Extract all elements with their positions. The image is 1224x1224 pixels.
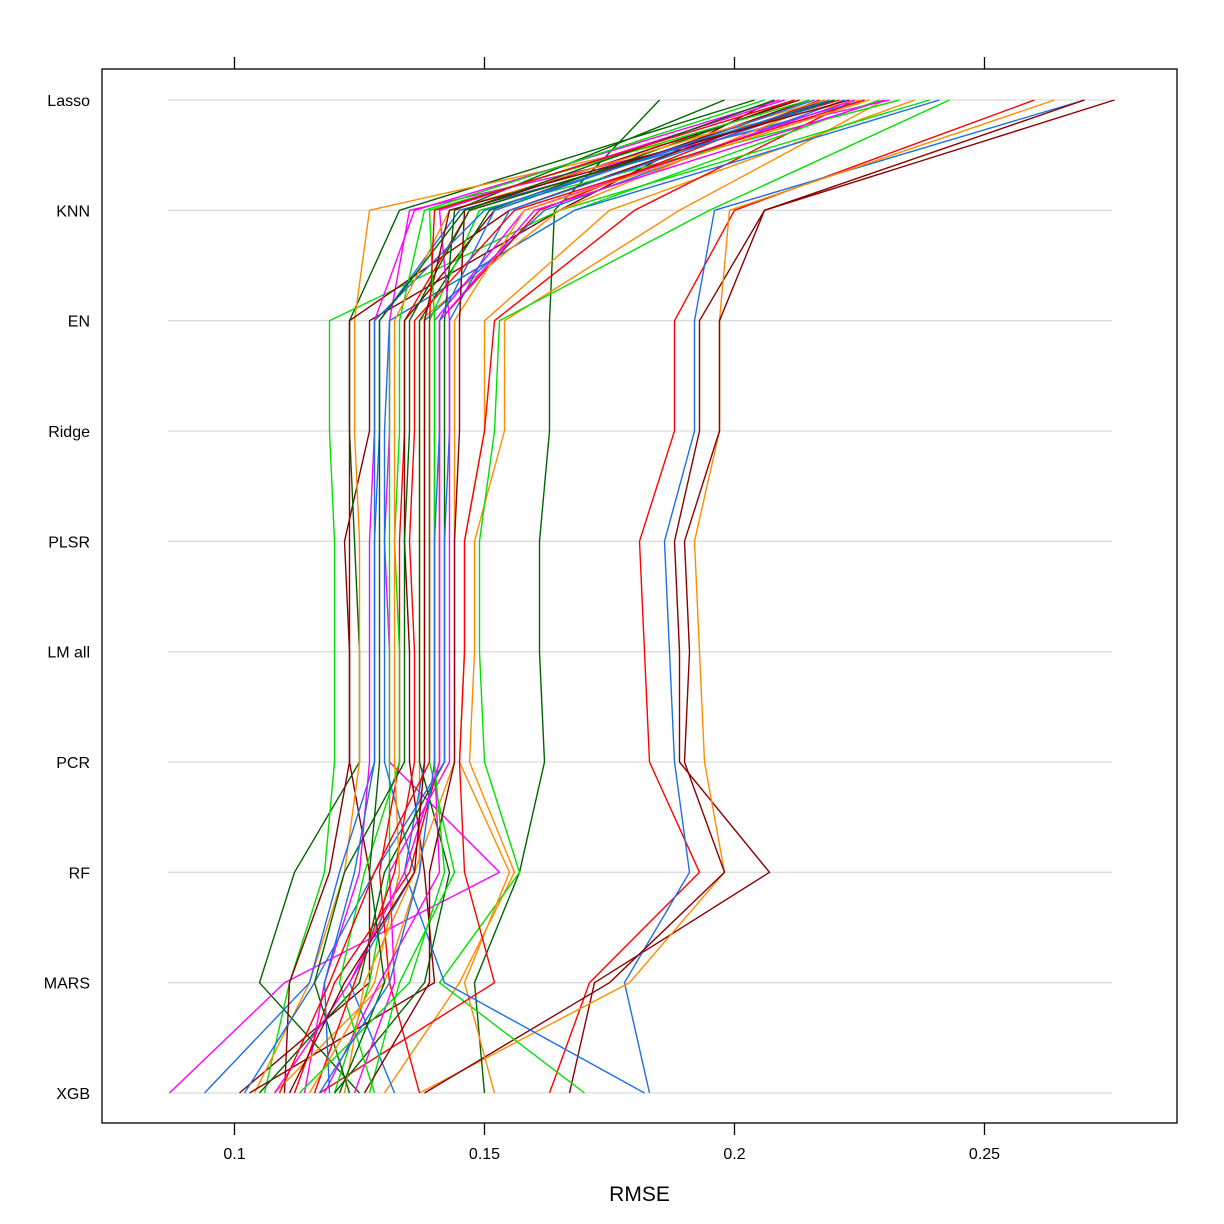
series-line-10	[319, 99, 855, 1094]
series-line-1	[568, 99, 1115, 1094]
series-line-36	[313, 99, 865, 1094]
x-tick-label: 0.25	[969, 1146, 1000, 1163]
y-tick-label: Ridge	[48, 424, 90, 441]
y-axis-labels: Lasso KNN EN Ridge PLSR LM all PCR RF MARS XGB	[44, 93, 90, 1103]
series-line-32	[363, 99, 800, 1094]
y-tick-label: MARS	[44, 976, 90, 993]
y-tick-label: RF	[69, 865, 91, 882]
x-axis-title: RMSE	[609, 1183, 670, 1206]
series-line-6	[473, 99, 661, 1094]
series-line-44	[318, 99, 815, 1094]
plot-frame	[101, 68, 1178, 1124]
y-tick-label: XGB	[56, 1086, 90, 1103]
series-line-5	[424, 99, 1085, 1094]
series-line-30	[243, 99, 835, 1094]
x-tick-label: 0.2	[723, 1146, 745, 1163]
series-line-12	[258, 99, 755, 1094]
x-axis-ticks: 0.1 0.15 0.2 0.25	[223, 57, 1000, 1163]
y-tick-label: PLSR	[48, 534, 90, 551]
series-line-43	[278, 99, 795, 1094]
x-tick-label: 0.1	[223, 1146, 245, 1163]
series-line-20	[348, 99, 940, 1094]
series-line-42	[338, 99, 775, 1094]
series-line-40	[288, 99, 850, 1094]
y-tick-label: LM all	[47, 645, 90, 662]
series-line-14	[253, 99, 860, 1094]
x-tick-label: 0.15	[469, 1146, 500, 1163]
y-tick-label: Lasso	[47, 93, 90, 110]
series-line-18	[303, 99, 780, 1094]
series-line-37	[323, 99, 830, 1094]
series-line-35	[313, 99, 835, 1094]
series-line-3	[623, 99, 1085, 1094]
gridlines	[168, 99, 1112, 1094]
y-tick-label: EN	[68, 314, 90, 331]
y-tick-label: PCR	[56, 755, 90, 772]
y-tick-label: KNN	[56, 203, 90, 220]
series-line-33	[353, 99, 785, 1094]
series-line-4	[419, 99, 1055, 1094]
series-lines	[169, 99, 1115, 1094]
